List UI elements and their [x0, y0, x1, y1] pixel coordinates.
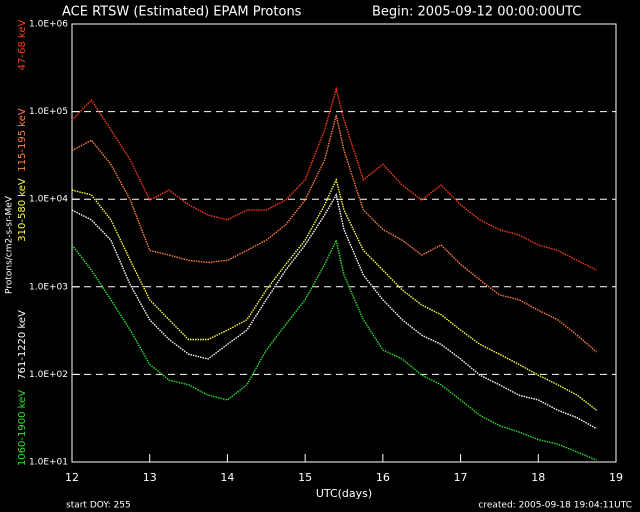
- series-line: [71, 238, 597, 461]
- x-tick-label: 19: [609, 471, 623, 484]
- y-tick-label: 1.0E+06: [29, 20, 68, 30]
- legend-label: 115-195 keV: [17, 108, 28, 172]
- footer-left: start DOY: 255: [66, 501, 131, 511]
- x-tick-label: 16: [376, 471, 390, 484]
- chart-title: ACE RTSW (Estimated) EPAM Protons: [62, 5, 302, 20]
- y-tick-label: 1.0E+04: [29, 195, 68, 205]
- series-line: [71, 86, 597, 271]
- y-tick-label: 1.0E+01: [29, 458, 68, 468]
- legend-label: 47-68 keV: [17, 20, 28, 71]
- x-tick-label: 12: [65, 471, 79, 484]
- x-tick-label: 18: [531, 471, 545, 484]
- chart-subtitle: Begin: 2005-09-12 00:00:00UTC: [372, 5, 581, 20]
- x-axis-label: UTC(days): [316, 487, 372, 500]
- series-line: [71, 177, 598, 411]
- legend-label: 310-580 keV: [17, 178, 28, 242]
- y-tick-label: 1.0E+05: [29, 107, 68, 117]
- series-line: [71, 192, 597, 430]
- series-line: [71, 115, 598, 353]
- legend-label: 761-1220 keV: [17, 310, 28, 380]
- x-tick-label: 14: [220, 471, 234, 484]
- plot-frame: [71, 23, 617, 463]
- y-tick-label: 1.0E+02: [29, 370, 68, 380]
- y-tick-label: 1.0E+03: [29, 282, 68, 292]
- x-tick-label: 15: [298, 471, 312, 484]
- footer-right: created: 2005-09-18 19:04:11UTC: [478, 501, 632, 511]
- y-axis-label: Protons/cm2-s-sr-MeV: [5, 195, 15, 294]
- x-tick-label: 17: [454, 471, 468, 484]
- x-tick-label: 13: [143, 471, 157, 484]
- legend-label: 1060-1900 keV: [17, 390, 28, 466]
